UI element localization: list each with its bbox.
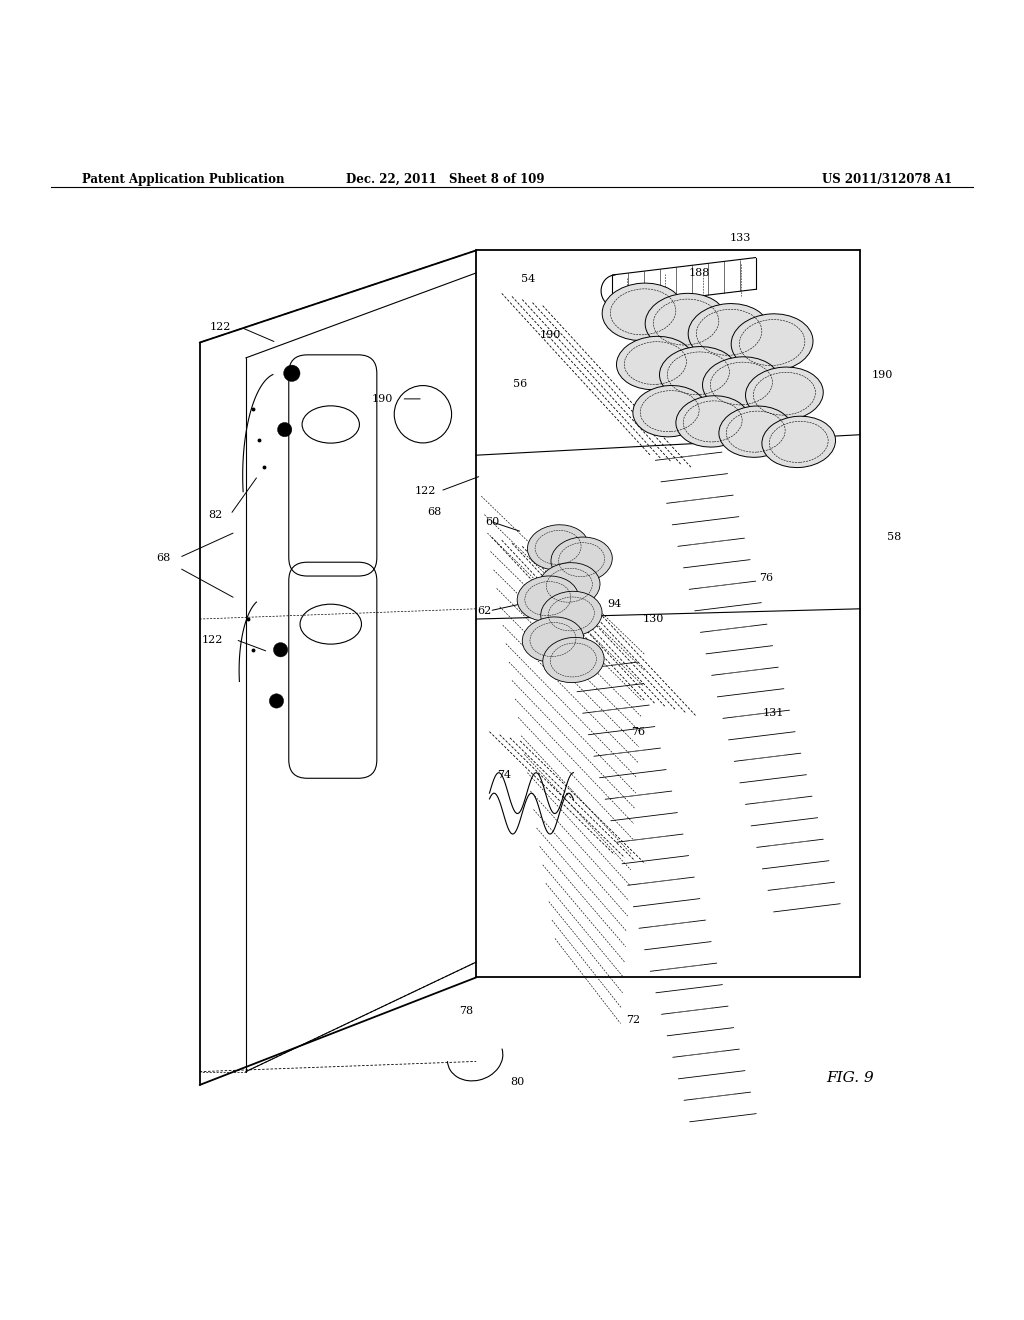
Ellipse shape <box>676 396 750 447</box>
Circle shape <box>278 422 292 437</box>
Text: 72: 72 <box>626 1015 640 1026</box>
Text: 131: 131 <box>763 709 783 718</box>
Text: 190: 190 <box>540 330 560 341</box>
Ellipse shape <box>539 562 600 607</box>
Ellipse shape <box>659 347 737 400</box>
Circle shape <box>273 643 288 657</box>
Text: 82: 82 <box>208 510 222 520</box>
Text: 62: 62 <box>477 606 492 616</box>
Text: Patent Application Publication: Patent Application Publication <box>82 173 285 186</box>
Ellipse shape <box>551 537 612 582</box>
Text: 94: 94 <box>607 599 622 609</box>
Text: 130: 130 <box>643 614 664 624</box>
Ellipse shape <box>543 638 604 682</box>
Text: 74: 74 <box>497 770 511 780</box>
Text: 122: 122 <box>202 635 222 644</box>
Text: 58: 58 <box>887 532 901 543</box>
Text: 54: 54 <box>521 275 536 284</box>
Text: FIG. 9: FIG. 9 <box>826 1071 873 1085</box>
Circle shape <box>269 694 284 708</box>
Text: US 2011/312078 A1: US 2011/312078 A1 <box>822 173 952 186</box>
Circle shape <box>284 366 300 381</box>
Text: 80: 80 <box>510 1077 524 1086</box>
Text: 68: 68 <box>427 507 441 516</box>
Ellipse shape <box>602 282 684 341</box>
Ellipse shape <box>762 416 836 467</box>
Ellipse shape <box>633 385 707 437</box>
Text: 122: 122 <box>210 322 230 333</box>
Ellipse shape <box>745 367 823 421</box>
Text: 190: 190 <box>372 393 392 404</box>
Ellipse shape <box>527 525 589 570</box>
Ellipse shape <box>541 591 602 636</box>
Text: 60: 60 <box>485 516 500 527</box>
Ellipse shape <box>702 356 780 411</box>
Text: 76: 76 <box>631 727 645 737</box>
Ellipse shape <box>645 293 727 351</box>
Ellipse shape <box>517 576 579 622</box>
Text: 76: 76 <box>759 573 773 583</box>
Text: 133: 133 <box>730 234 751 243</box>
Text: 190: 190 <box>872 371 893 380</box>
Ellipse shape <box>731 314 813 371</box>
Text: Dec. 22, 2011   Sheet 8 of 109: Dec. 22, 2011 Sheet 8 of 109 <box>346 173 545 186</box>
Text: 188: 188 <box>689 268 710 279</box>
Circle shape <box>394 385 452 444</box>
Text: 68: 68 <box>157 553 171 562</box>
Text: 122: 122 <box>415 486 435 496</box>
Ellipse shape <box>522 616 584 663</box>
Ellipse shape <box>616 337 694 389</box>
Text: 78: 78 <box>459 1006 473 1016</box>
Text: 56: 56 <box>513 379 527 388</box>
Ellipse shape <box>719 407 793 457</box>
Ellipse shape <box>688 304 770 362</box>
